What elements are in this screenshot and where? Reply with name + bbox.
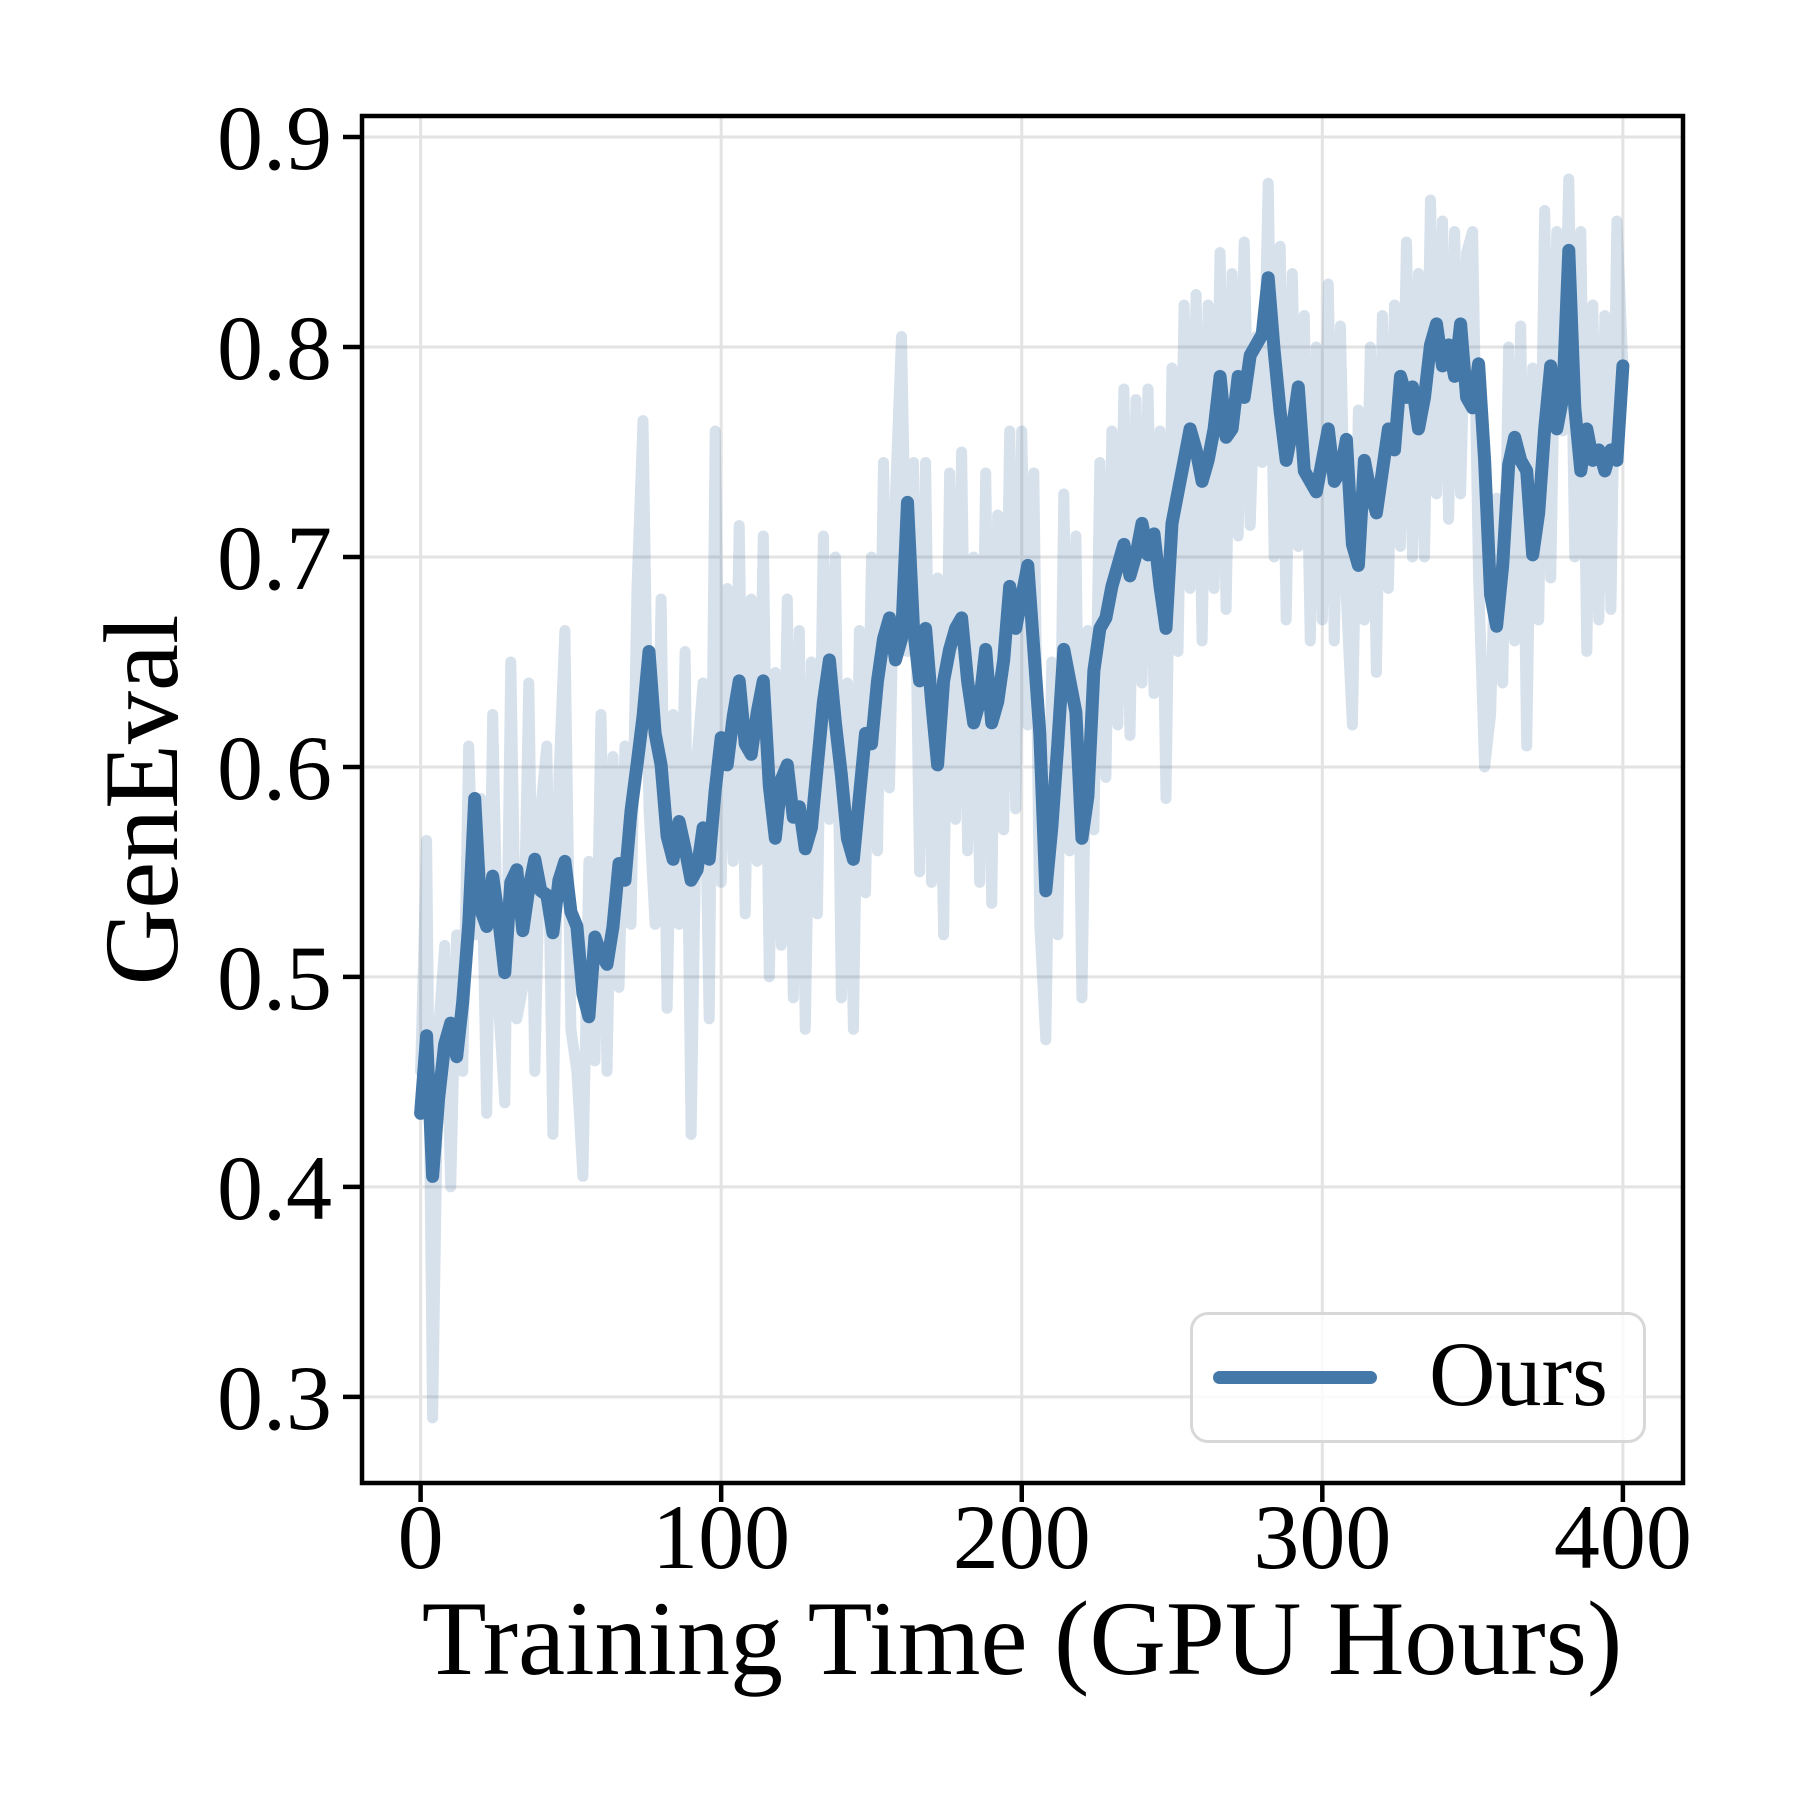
y-axis-label: GenEval bbox=[83, 614, 200, 986]
y-tick-label: 0.7 bbox=[217, 507, 332, 609]
legend: Ours bbox=[1190, 1312, 1646, 1443]
series-line-Ours bbox=[414, 243, 1630, 1183]
y-tick-label: 0.5 bbox=[217, 927, 332, 1029]
x-tick-label: 200 bbox=[953, 1486, 1091, 1588]
y-tick-label: 0.6 bbox=[217, 717, 332, 819]
plot-spines bbox=[359, 113, 1686, 1486]
y-tick-label: 0.4 bbox=[217, 1137, 332, 1239]
legend-line-sample bbox=[1213, 1371, 1377, 1384]
x-tick-label: 100 bbox=[652, 1486, 790, 1588]
x-tick-label: 300 bbox=[1253, 1486, 1391, 1588]
x-tick-label: 0 bbox=[398, 1486, 444, 1588]
legend-label: Ours bbox=[1429, 1322, 1608, 1425]
y-tick-label: 0.3 bbox=[217, 1347, 332, 1449]
y-tick-label: 0.9 bbox=[217, 87, 332, 189]
x-tick-label: 400 bbox=[1554, 1486, 1692, 1588]
y-tick-label: 0.8 bbox=[217, 297, 332, 399]
x-axis-label: Training Time (GPU Hours) bbox=[421, 1580, 1623, 1697]
